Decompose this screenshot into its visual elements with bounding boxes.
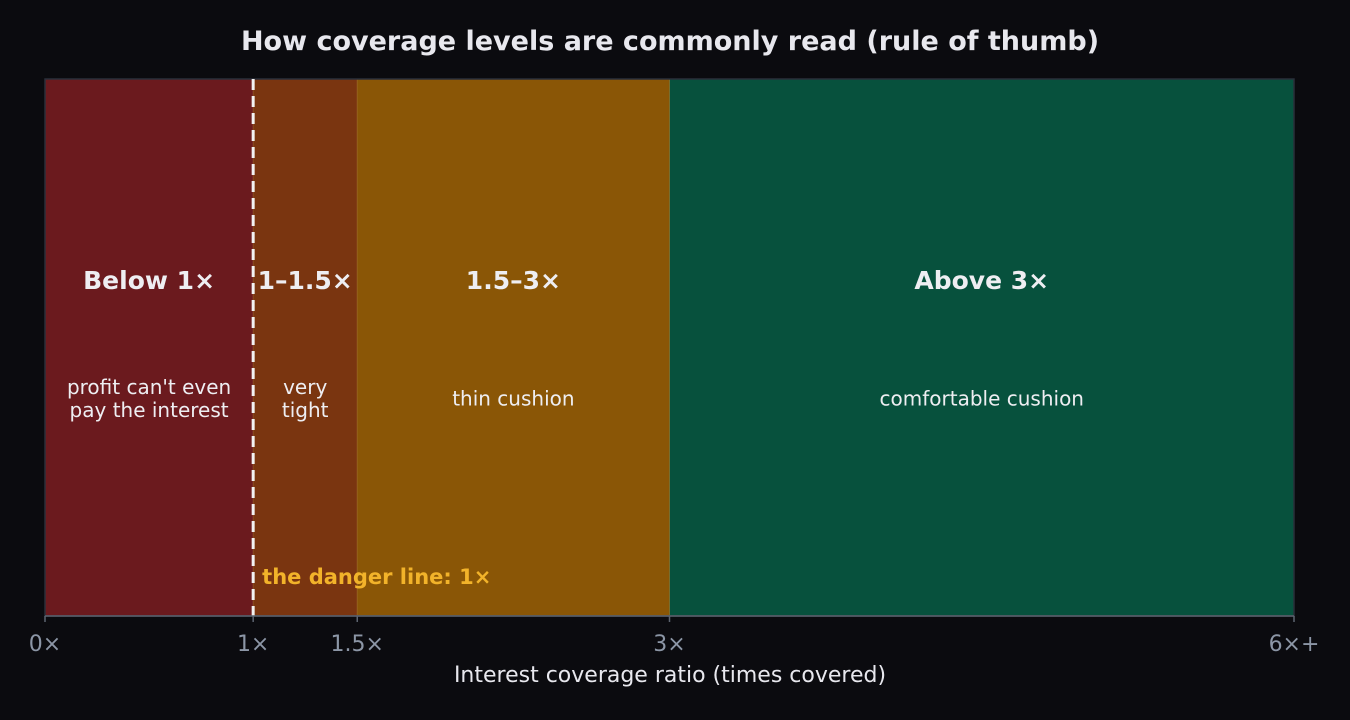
- zone-band-1-5-3: [357, 79, 670, 616]
- zone-band-above-3: [669, 79, 1294, 616]
- zone-label-1-5-3: 1.5–3×: [466, 266, 561, 295]
- x-tick-label-6: 6×+: [1269, 632, 1320, 657]
- zone-label-below-1: Below 1×: [83, 266, 215, 295]
- zone-band-below-1: [45, 79, 254, 616]
- x-tick-label-1: 1×: [237, 632, 269, 657]
- x-tick-label-3: 3×: [653, 632, 685, 657]
- x-axis: 0× 1× 1.5× 3× 6×+: [29, 615, 1320, 657]
- zone-description-1-1-5-line-2: tight: [282, 398, 329, 422]
- zone-band-1-1-5: [253, 79, 358, 616]
- zone-description-above-3-line-1: comfortable cushion: [880, 387, 1084, 411]
- zone-description-1-5-3-line-1: thin cushion: [452, 387, 574, 411]
- danger-threshold-label: the danger line: 1×: [262, 565, 491, 589]
- threshold-layer: the danger line: 1×: [251, 79, 491, 616]
- x-tick-label-1-5: 1.5×: [331, 632, 384, 657]
- x-tick-label-0: 0×: [29, 632, 61, 657]
- zones-layer: [44, 78, 1295, 617]
- chart-title: How coverage levels are commonly read (r…: [241, 26, 1099, 57]
- zone-description-below-1-line-2: pay the interest: [70, 398, 229, 422]
- zone-label-above-3: Above 3×: [914, 266, 1049, 295]
- x-axis-label: Interest coverage ratio (times covered): [454, 663, 886, 688]
- zone-description-1-1-5-line-1: very: [283, 375, 327, 399]
- zone-description-below-1-line-1: profit can't even: [67, 375, 231, 399]
- zone-label-1-1-5: 1–1.5×: [258, 266, 353, 295]
